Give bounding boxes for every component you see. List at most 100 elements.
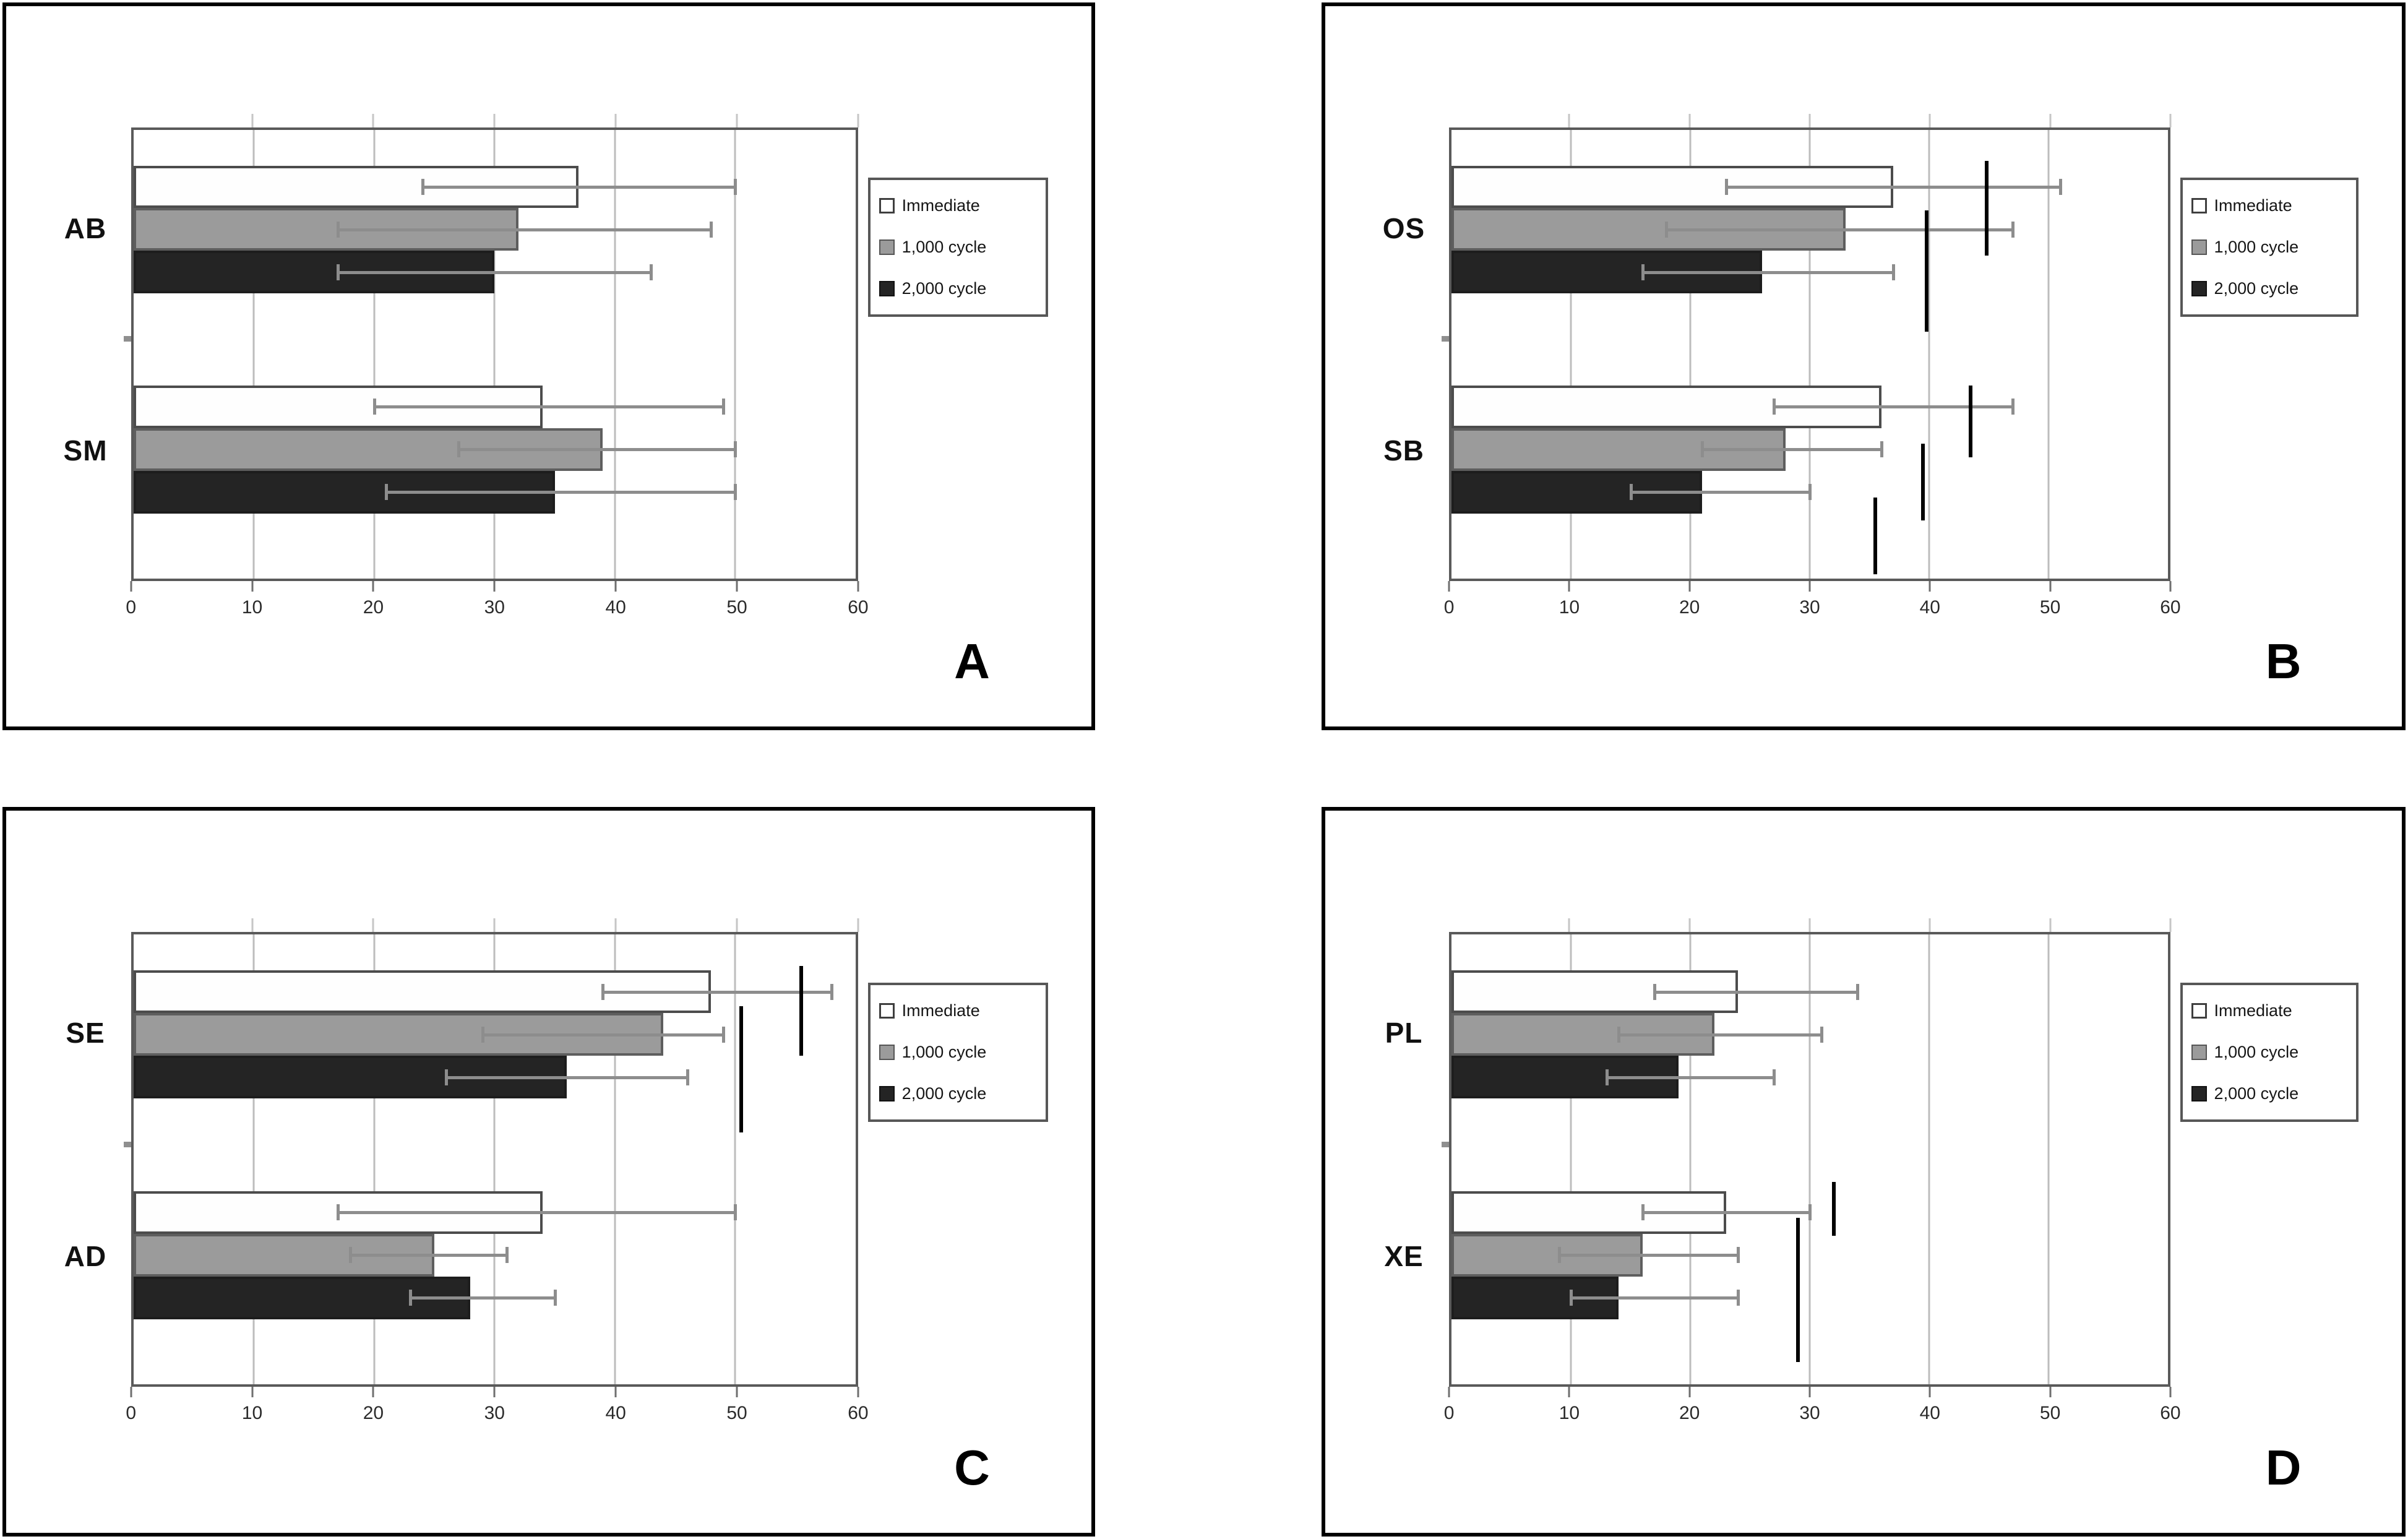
legend-swatch-white xyxy=(2191,1002,2207,1019)
x-tick-label: 10 xyxy=(1559,1403,1580,1424)
legend-row: 1,000 cycle xyxy=(2191,238,2348,257)
error-bar xyxy=(422,186,736,189)
error-bar-cap xyxy=(1570,1290,1573,1306)
legend-row: 1,000 cycle xyxy=(2191,1043,2348,1062)
error-bar xyxy=(350,1254,507,1257)
x-axis-tick xyxy=(736,1387,738,1398)
gridline xyxy=(493,934,496,1385)
gridline-stub xyxy=(857,918,859,933)
gridline xyxy=(1928,129,1930,579)
error-bar-cap xyxy=(481,1026,484,1043)
gridline-stub xyxy=(1688,113,1691,127)
x-axis-tick xyxy=(736,580,738,592)
legend-label: 2,000 cycle xyxy=(2214,279,2299,298)
x-axis-tick xyxy=(1448,580,1450,592)
panel-c: 0 10 20 30 40 50 60 SE AD Immediate 1,000 cycle 2,0… xyxy=(2,807,1095,1537)
error-bar-cap xyxy=(1808,484,1812,501)
error-bar-cap xyxy=(337,264,340,280)
legend-swatch-gray xyxy=(879,239,895,256)
gridline-stub xyxy=(1929,113,1931,127)
gridline-stub xyxy=(736,113,738,127)
error-bar xyxy=(1559,1254,1739,1257)
error-bar xyxy=(1654,990,1858,994)
category-label-sb: SB xyxy=(1383,434,1424,467)
gridline-stub xyxy=(1808,918,1811,933)
error-bar xyxy=(1630,491,1810,494)
error-bar-cap xyxy=(601,983,605,1000)
error-bar-cap xyxy=(505,1247,509,1264)
error-bar-cap xyxy=(337,1204,340,1221)
legend-label: Immediate xyxy=(2214,196,2292,215)
x-tick-label: 20 xyxy=(363,1403,384,1424)
error-bar xyxy=(338,1211,736,1215)
x-axis-tick xyxy=(1688,1387,1691,1398)
x-tick-label: 50 xyxy=(726,1403,747,1424)
gridline-stub xyxy=(1929,918,1931,933)
legend-row: 1,000 cycle xyxy=(879,1043,1037,1062)
x-axis-tick xyxy=(372,1387,374,1398)
x-tick-label: 60 xyxy=(848,597,869,618)
error-bar xyxy=(603,990,832,994)
x-axis-tick xyxy=(1688,580,1691,592)
gridline-stub xyxy=(2169,113,2172,127)
legend-row: Immediate xyxy=(879,196,1037,215)
x-axis-tick xyxy=(251,1387,254,1398)
legend-row: 2,000 cycle xyxy=(2191,279,2348,298)
error-bar xyxy=(1571,1296,1739,1300)
error-bar-cap xyxy=(1737,1247,1740,1264)
category-label-sm: SM xyxy=(63,434,108,467)
x-tick-label: 0 xyxy=(126,1403,137,1424)
legend-swatch-gray xyxy=(2191,1044,2207,1060)
legend-swatch-white xyxy=(879,198,895,214)
error-bar-cap xyxy=(1701,441,1705,458)
gridline xyxy=(734,934,736,1385)
error-bar-cap xyxy=(721,399,725,415)
x-tick-label: 30 xyxy=(1799,1403,1820,1424)
error-bar-cap xyxy=(457,441,460,458)
gridline-stub xyxy=(251,918,254,933)
gridline-stub xyxy=(372,113,374,127)
significance-mark xyxy=(1873,498,1878,574)
x-axis-tick xyxy=(2169,580,2172,592)
error-bar-cap xyxy=(1641,264,1645,280)
error-bar-cap xyxy=(2011,221,2015,238)
error-bar-cap xyxy=(830,983,833,1000)
gridline-stub xyxy=(251,113,254,127)
gridline xyxy=(1570,129,1572,579)
gridline-stub xyxy=(614,113,617,127)
gridline-stub xyxy=(2169,918,2172,933)
x-tick-label: 10 xyxy=(1559,597,1580,618)
category-label-ab: AB xyxy=(64,212,107,244)
legend-label: 1,000 cycle xyxy=(2214,238,2299,257)
error-bar xyxy=(1642,270,1894,274)
x-tick-label: 40 xyxy=(1919,597,1940,618)
error-bar-cap xyxy=(385,484,389,501)
x-axis-tick xyxy=(857,1387,859,1398)
error-bar xyxy=(1726,186,2061,189)
significance-mark xyxy=(799,965,804,1056)
error-bar-cap xyxy=(1605,1069,1609,1085)
x-axis-tick xyxy=(1929,1387,1931,1398)
gridline xyxy=(614,129,616,579)
x-tick-label: 0 xyxy=(1443,597,1455,618)
legend-swatch-black xyxy=(879,1085,895,1101)
legend-label: 2,000 cycle xyxy=(901,279,987,298)
x-axis-tick xyxy=(130,1387,132,1398)
error-bar-cap xyxy=(734,1204,737,1221)
legend: Immediate 1,000 cycle 2,000 cycle xyxy=(2180,178,2359,317)
error-bar xyxy=(1666,228,2013,231)
error-bar-cap xyxy=(1856,983,1860,1000)
x-axis-tick xyxy=(372,580,374,592)
y-axis-group-tick xyxy=(123,1141,131,1147)
gridline xyxy=(252,129,255,579)
x-tick-label: 30 xyxy=(1799,597,1820,618)
category-label-ad: AD xyxy=(64,1240,107,1273)
gridline-stub xyxy=(736,918,738,933)
gridline xyxy=(1570,934,1572,1385)
gridline-stub xyxy=(1568,113,1570,127)
error-bar-cap xyxy=(721,1026,725,1043)
legend-label: Immediate xyxy=(901,196,980,215)
panel-a: 0 10 20 30 40 50 60 AB SM Immediate 1,000 cycle 2,0… xyxy=(2,2,1095,730)
gridline xyxy=(614,934,616,1385)
significance-mark xyxy=(1831,1182,1836,1236)
